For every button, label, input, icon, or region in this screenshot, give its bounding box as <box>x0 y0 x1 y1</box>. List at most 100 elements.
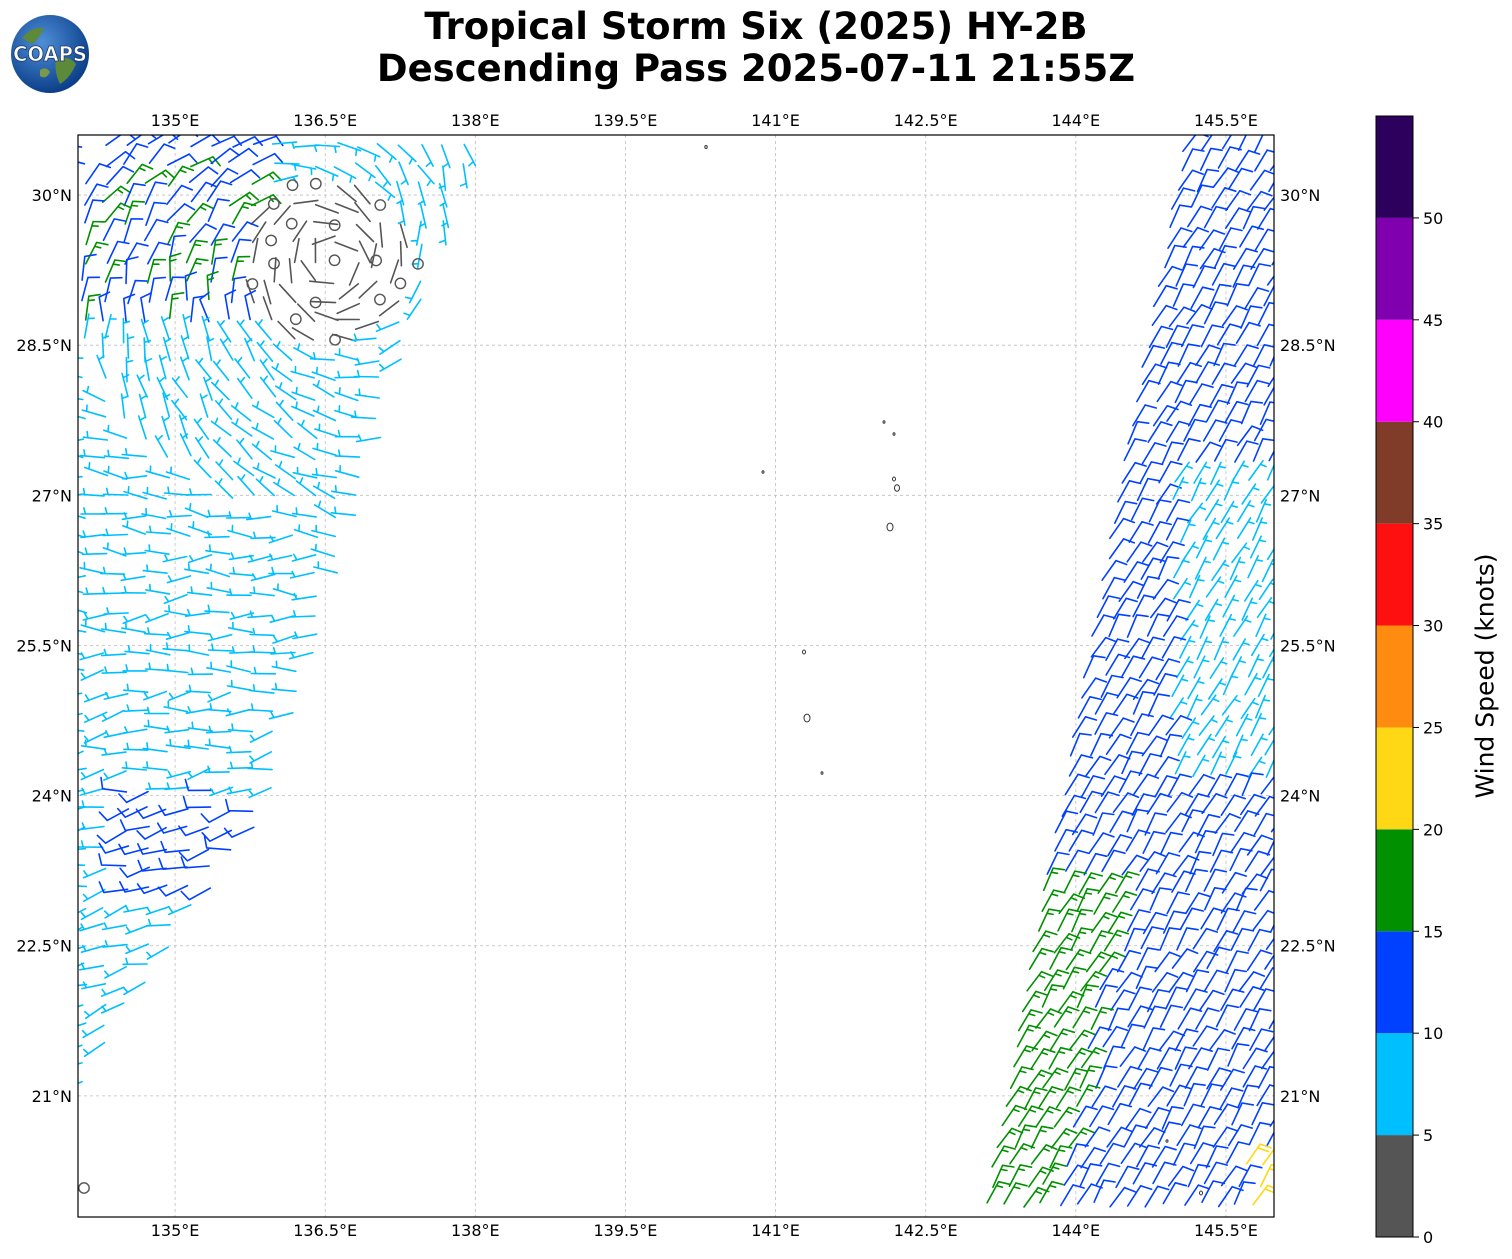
wind-barb <box>1063 1164 1090 1186</box>
wind-barb <box>1141 442 1167 465</box>
wind-barb <box>289 570 315 579</box>
wind-barb <box>1035 1106 1061 1128</box>
wind-barb <box>1097 872 1124 894</box>
wind-barb <box>1238 1164 1263 1188</box>
wind-barb <box>1125 1107 1152 1129</box>
wind-barb <box>1260 484 1274 504</box>
wind-barb <box>1244 579 1262 602</box>
wind-barb <box>1105 733 1132 755</box>
wind-barb <box>334 449 361 458</box>
wind-barb <box>120 547 147 556</box>
wind-barb <box>226 679 252 691</box>
wind-barb <box>1173 577 1192 600</box>
wind-barb <box>288 651 314 660</box>
coaps-logo: COAPS <box>11 15 89 93</box>
wind-barb <box>1261 559 1274 583</box>
wind-barb <box>85 220 106 246</box>
wind-barb <box>1158 1030 1185 1052</box>
wind-barb <box>1076 984 1100 1008</box>
wind-barb <box>78 438 85 442</box>
wind-barb <box>231 255 251 281</box>
wind-barb <box>186 488 212 496</box>
wind-barb <box>291 507 317 518</box>
wind-barb <box>1215 1004 1240 1028</box>
wind-barb <box>1232 910 1257 933</box>
wind-barb <box>1139 851 1166 872</box>
wind-barb <box>1187 676 1205 700</box>
wind-barb <box>313 220 339 226</box>
wind-barb <box>438 220 447 246</box>
wind-barb <box>1124 927 1147 952</box>
wind-barb <box>78 983 88 987</box>
wind-barb <box>1216 323 1242 346</box>
wind-barb <box>99 566 126 575</box>
wind-barb <box>357 146 381 162</box>
wind-barb <box>226 745 252 754</box>
wind-barb <box>1120 1142 1147 1164</box>
wind-barb <box>1196 636 1213 660</box>
wind-barb <box>1265 758 1274 778</box>
wind-barb <box>164 782 190 791</box>
wind-barb <box>1021 990 1048 1013</box>
wind-barb <box>338 283 359 300</box>
wind-barb <box>164 604 190 617</box>
lat-tick-label-left: 22.5°N <box>16 937 72 956</box>
wind-barb <box>1165 714 1193 736</box>
wind-barb <box>78 454 84 459</box>
wind-barb <box>1264 954 1274 970</box>
wind-barb <box>292 631 318 640</box>
wind-barb <box>1053 1106 1081 1128</box>
wind-barb <box>1230 362 1257 384</box>
wind-barb <box>1082 655 1106 679</box>
wind-barb <box>1194 830 1218 854</box>
wind-barb <box>123 683 149 693</box>
wind-barb <box>1121 461 1147 484</box>
wind-barb <box>141 507 167 520</box>
wind-barb <box>1147 521 1172 544</box>
wind-barb <box>1214 245 1237 269</box>
wind-barb <box>1209 283 1232 308</box>
lat-tick-label-right: 30°N <box>1280 186 1320 205</box>
wind-barb <box>123 182 146 207</box>
wind-barb <box>1127 909 1151 932</box>
wind-barb <box>85 241 109 265</box>
wind-barb <box>1199 247 1226 270</box>
wind-barb <box>1171 187 1196 210</box>
wind-barb <box>350 410 377 420</box>
wind-barb <box>1060 1184 1085 1207</box>
wind-barb <box>1255 694 1271 719</box>
wind-barb <box>1123 1124 1148 1148</box>
wind-barb <box>1263 385 1274 406</box>
wind-barb <box>1209 1029 1236 1050</box>
wind-barb <box>189 223 217 243</box>
wind-barb <box>275 382 297 401</box>
wind-barb <box>1132 678 1160 700</box>
wind-barb <box>291 592 317 601</box>
wind-barb <box>144 181 168 205</box>
wind-barb <box>104 259 127 283</box>
wind-barb <box>1245 1143 1272 1165</box>
wind-barb <box>106 240 130 264</box>
wind-barb <box>1203 205 1229 229</box>
wind-barb <box>228 191 259 207</box>
wind-barb <box>1268 449 1274 462</box>
wind-barb <box>82 867 107 879</box>
wind-barb <box>1079 790 1104 814</box>
wind-barb <box>102 487 129 496</box>
wind-barb <box>237 474 255 496</box>
wind-barb <box>312 380 335 398</box>
wind-barb <box>1209 849 1234 873</box>
wind-barb <box>310 300 337 304</box>
wind-barb <box>1253 889 1274 911</box>
wind-barb <box>1204 499 1223 522</box>
wind-barb <box>179 433 192 457</box>
wind-barb <box>1237 517 1255 539</box>
wind-barb <box>296 303 316 322</box>
wind-barb <box>145 643 171 656</box>
wind-barb <box>165 738 191 750</box>
wind-barb <box>404 280 422 304</box>
wind-barb <box>125 356 134 383</box>
wind-barb <box>1167 1165 1195 1187</box>
wind-barb <box>1200 694 1220 716</box>
wind-barb <box>1266 839 1274 856</box>
